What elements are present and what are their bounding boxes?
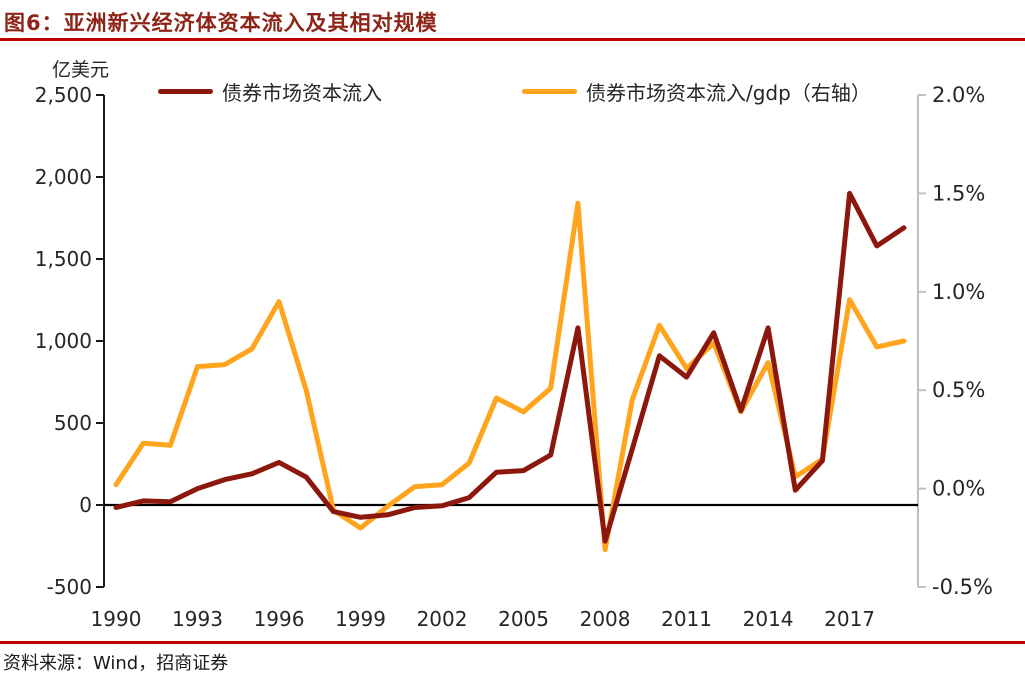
series-line-bond-inflow-gdp — [113, 200, 907, 553]
left-axis-tick-label: 0 — [79, 493, 92, 517]
left-axis-unit-label: 亿美元 — [52, 59, 110, 81]
x-axis-tick-label: 2014 — [743, 607, 794, 631]
x-axis-tick-label: 2011 — [661, 607, 712, 631]
right-axis-tick-label: 2.0% — [932, 83, 985, 107]
x-axis-tick-label: 1993 — [172, 607, 223, 631]
legend-swatch-bond-inflow — [158, 88, 213, 94]
left-axis-tick-label: 2,000 — [35, 165, 92, 189]
legend-item-bond-inflow: 债券市场资本流入 — [158, 80, 382, 105]
right-axis-tick-label: 0.0% — [932, 477, 985, 501]
x-axis-tick-label: 2008 — [580, 607, 631, 631]
series-line-bond-inflow — [113, 190, 907, 544]
left-axis-tick-label: -500 — [47, 575, 92, 599]
right-axis-tick-label: 1.0% — [932, 280, 985, 304]
left-axis-tick-label: 2,500 — [35, 83, 92, 107]
source-text: 资料来源：Wind，招商证券 — [3, 653, 229, 674]
left-axis-tick-label: 500 — [54, 411, 92, 435]
right-axis-tick-label: 1.5% — [932, 181, 985, 205]
x-axis-tick-label: 1996 — [254, 607, 305, 631]
legend-label-bond-inflow: 债券市场资本流入 — [222, 80, 382, 105]
left-axis-tick-label: 1,000 — [35, 329, 92, 353]
legend-item-gdp-ratio: 债券市场资本流入/gdp（右轴） — [522, 80, 871, 105]
x-axis-tick-label: 2002 — [417, 607, 468, 631]
page-title: 图6：亚洲新兴经济体资本流入及其相对规模 — [4, 11, 438, 35]
source-rule — [0, 641, 1025, 644]
right-axis-tick-label: 0.5% — [932, 378, 985, 402]
title-rule — [0, 38, 1025, 41]
right-axis-tick-label: -0.5% — [932, 575, 993, 599]
left-axis-tick-label: 1,500 — [35, 247, 92, 271]
x-axis-tick-label: 2005 — [498, 607, 549, 631]
legend-swatch-gdp-ratio — [522, 88, 577, 94]
x-axis-tick-label: 1990 — [91, 607, 142, 631]
legend-label-gdp-ratio: 债券市场资本流入/gdp（右轴） — [586, 80, 871, 105]
x-axis-tick-label: 2017 — [824, 607, 875, 631]
x-axis-tick-label: 1999 — [335, 607, 386, 631]
